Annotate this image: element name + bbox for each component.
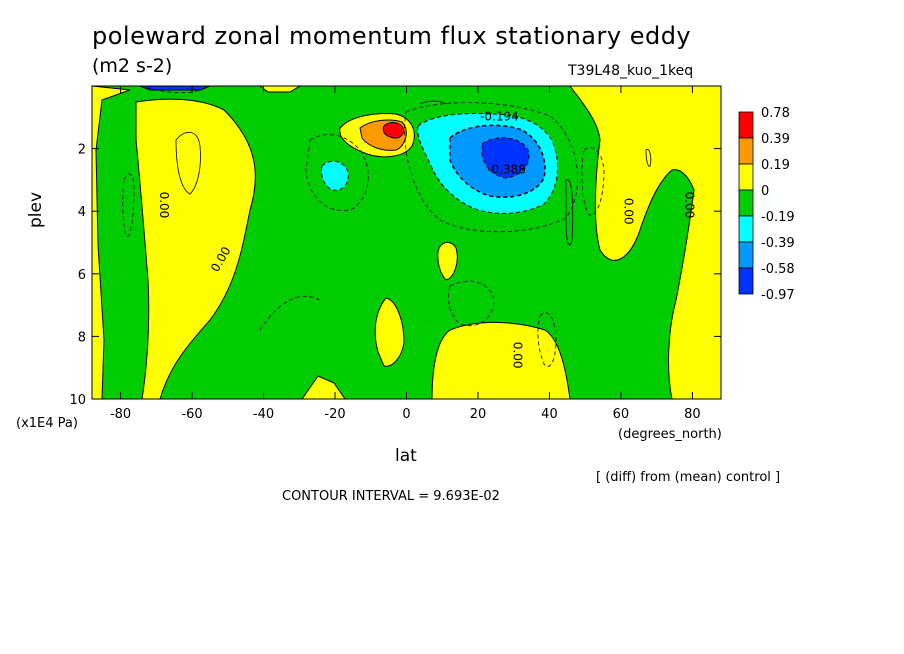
y-tick-label: 2 <box>78 143 86 158</box>
colorbar-swatch <box>738 137 754 165</box>
contour-lines <box>122 86 652 367</box>
contour-line <box>581 147 605 216</box>
y-tick-label: 4 <box>78 205 86 220</box>
positive-region-top <box>259 86 301 93</box>
colorbar-swatch <box>738 163 754 191</box>
positive-region-mid <box>437 242 458 281</box>
colorbar-label: 0.39 <box>761 132 790 147</box>
y-tick-label: 6 <box>78 268 86 283</box>
contour-label: -0.388 <box>487 163 526 177</box>
colorbar-label: -0.58 <box>761 262 795 277</box>
positive-region-south-polar <box>92 86 131 399</box>
negative-region-small <box>321 160 349 191</box>
contour-label: 0.00 <box>682 192 696 219</box>
colorbar-label: -0.39 <box>761 236 795 251</box>
contour-line <box>565 179 574 246</box>
experiment-label: T39L48_kuo_1keq <box>568 63 694 79</box>
colorbar-swatch <box>738 111 754 139</box>
colorbar-label: 0.78 <box>761 106 790 121</box>
colorbar-label: -0.19 <box>761 210 795 225</box>
chart-units: (m2 s-2) <box>92 55 173 77</box>
contour-line <box>139 86 211 94</box>
contour-label: -0.194 <box>480 109 519 123</box>
contour-label: 0.00 <box>157 192 171 219</box>
x-tick-label: 40 <box>541 407 558 422</box>
comparison-note: [ (diff) from (mean) control ] <box>596 470 781 485</box>
colorbar-label: 0.19 <box>761 158 790 173</box>
negative-region-core <box>481 137 530 179</box>
positive-region-south-midlat <box>135 98 256 399</box>
contour-label: 0.00 <box>511 342 525 369</box>
x-axis-label: lat <box>395 446 417 466</box>
contour-line <box>448 280 495 326</box>
y-tick-label: 10 <box>69 393 86 408</box>
colorbar-label: -0.97 <box>761 288 795 303</box>
x-tick-label: 60 <box>613 407 630 422</box>
positive-region-south-bottom <box>301 375 346 399</box>
colorbar-label: 0 <box>761 184 769 199</box>
axes: -80 -60 -40 -20 0 20 40 60 80 2 4 6 8 10 <box>69 86 721 422</box>
x-tick-label: 0 <box>402 407 410 422</box>
contour-line <box>645 148 652 167</box>
contour-line <box>122 173 135 237</box>
colorbar-swatch <box>738 189 754 217</box>
x-tick-label: 20 <box>470 407 487 422</box>
positive-region-north-polar <box>569 86 721 399</box>
contour-label: 0.00 <box>622 198 636 225</box>
x-tick-label: -20 <box>324 407 345 422</box>
contour-interval: CONTOUR INTERVAL = 9.693E-02 <box>282 489 500 504</box>
x-axis-unit: (degrees_north) <box>618 427 722 442</box>
contour-line <box>259 295 321 331</box>
positive-region-tropics <box>374 297 405 367</box>
y-axis-unit: (x1E4 Pa) <box>16 416 78 431</box>
x-tick-label: -40 <box>253 407 274 422</box>
contour-line <box>175 132 201 195</box>
colorbar-swatch <box>738 215 754 243</box>
colorbar-swatch <box>738 241 754 269</box>
contour-line <box>419 100 447 105</box>
positive-peak-inner <box>382 122 405 139</box>
negative-region-top <box>139 86 211 91</box>
x-tick-label: 80 <box>684 407 701 422</box>
contour-line <box>305 134 369 211</box>
colorbar-swatch <box>738 267 754 295</box>
colorbar-legend: 0.78 0.39 0.19 0 -0.19 -0.39 -0.58 -0.97 <box>738 106 795 303</box>
x-tick-label: -80 <box>110 407 131 422</box>
x-tick-label: -60 <box>181 407 202 422</box>
positive-region-equator-bottom <box>431 322 571 399</box>
contour-fields <box>92 86 721 399</box>
y-tick-label: 8 <box>78 330 86 345</box>
chart-title: poleward zonal momentum flux stationary … <box>92 22 692 50</box>
